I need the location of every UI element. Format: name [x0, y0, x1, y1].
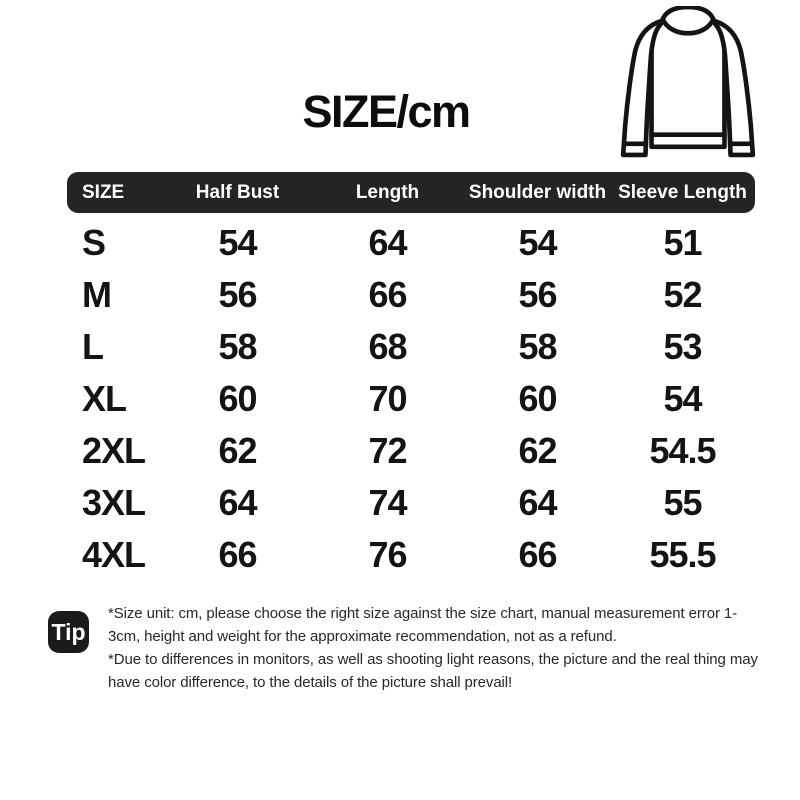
shoulder-width-value: 56: [518, 274, 557, 315]
sleeve-length-value: 51: [663, 222, 702, 263]
table-row: 3XL 64 74 64 55: [67, 477, 755, 529]
shoulder-width-value: 58: [518, 326, 557, 367]
sleeve-length-value: 54.5: [649, 430, 716, 471]
sleeve-length-value: 54: [663, 378, 702, 419]
sleeve-length-value: 52: [663, 274, 702, 315]
size-label: 2XL: [82, 430, 146, 471]
length-value: 64: [368, 222, 407, 263]
table-row: 4XL 66 76 66 55.5: [67, 529, 755, 581]
page-title: SIZE/cm: [302, 86, 471, 137]
size-label: S: [82, 222, 106, 263]
table-row: L 58 68 58 53: [67, 321, 755, 373]
table-row: XL 60 70 60 54: [67, 373, 755, 425]
length-value: 74: [368, 482, 407, 523]
length-value: 70: [368, 378, 407, 419]
sleeve-length-value: 53: [663, 326, 702, 367]
shoulder-width-value: 54: [518, 222, 557, 263]
header-cell-length: Length: [355, 181, 420, 203]
half-bust-value: 66: [218, 534, 257, 575]
size-label: M: [82, 274, 112, 315]
shoulder-width-value: 66: [518, 534, 557, 575]
sweater-icon: [620, 6, 756, 158]
tip-badge: Tip: [48, 611, 89, 653]
shoulder-width-value: 64: [518, 482, 557, 523]
size-label: XL: [82, 378, 127, 419]
half-bust-value: 58: [218, 326, 257, 367]
size-label: 4XL: [82, 534, 146, 575]
header-cell-size: SIZE: [82, 181, 125, 203]
half-bust-value: 64: [218, 482, 257, 523]
table-row: S 54 64 54 51: [67, 217, 755, 269]
half-bust-value: 60: [218, 378, 257, 419]
size-label: 3XL: [82, 482, 146, 523]
table-row: M 56 66 56 52: [67, 269, 755, 321]
sleeve-length-value: 55.5: [649, 534, 716, 575]
size-label: L: [82, 326, 104, 367]
table-row: 2XL 62 72 62 54.5: [67, 425, 755, 477]
half-bust-value: 54: [218, 222, 257, 263]
sleeve-length-value: 55: [663, 482, 702, 523]
size-table-header: SIZE Half Bust Length Shoulder width Sle…: [67, 172, 755, 213]
half-bust-value: 62: [218, 430, 257, 471]
shoulder-width-value: 60: [518, 378, 557, 419]
length-value: 72: [368, 430, 407, 471]
length-value: 68: [368, 326, 407, 367]
length-value: 66: [368, 274, 407, 315]
header-cell-shoulder-width: Shoulder width: [468, 181, 607, 203]
header-cell-half-bust: Half Bust: [195, 181, 280, 203]
half-bust-value: 56: [218, 274, 257, 315]
length-value: 76: [368, 534, 407, 575]
shoulder-width-value: 62: [518, 430, 557, 471]
size-table-body: S 54 64 54 51 M 56 66 56 52 L 58 68 58 5…: [67, 217, 755, 581]
tip-note-color-difference: *Due to differences in monitors, as well…: [108, 651, 758, 691]
tip-notes: *Size unit: cm, please choose the right …: [108, 602, 758, 694]
tip-note-size-unit: *Size unit: cm, please choose the right …: [108, 605, 738, 645]
header-cell-sleeve-length: Sleeve Length: [618, 181, 747, 203]
